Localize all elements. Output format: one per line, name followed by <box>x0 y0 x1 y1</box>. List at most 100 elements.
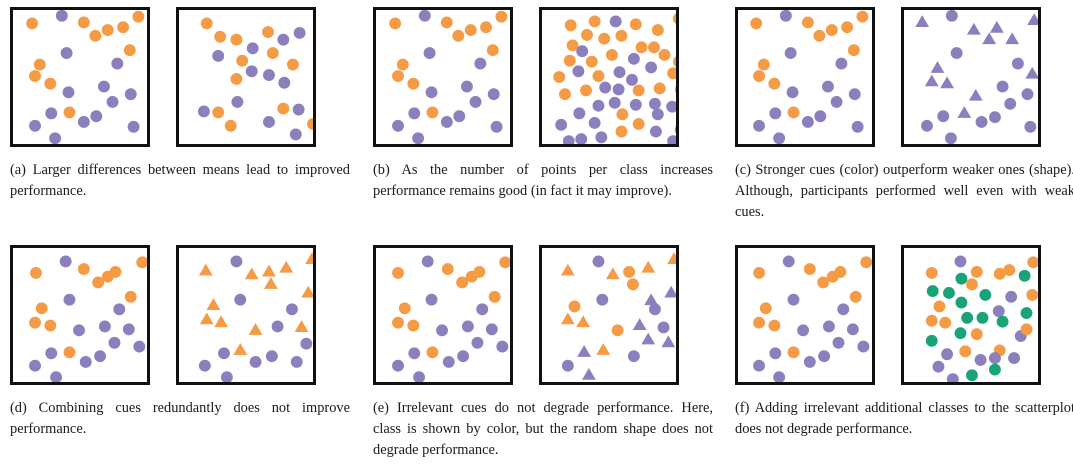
purple-circle-point <box>277 33 290 46</box>
scatterplot-panel-e-left <box>373 245 513 385</box>
orange-circle-point <box>1026 288 1038 301</box>
orange-triangle-point <box>279 260 294 273</box>
orange-circle-point <box>398 302 411 315</box>
orange-circle-point <box>407 319 420 332</box>
purple-circle-point <box>787 293 800 306</box>
orange-circle-point <box>44 319 57 332</box>
purple-circle-point <box>127 120 140 133</box>
orange-circle-point <box>124 290 137 303</box>
orange-circle-point <box>456 276 469 289</box>
orange-circle-point <box>648 41 660 54</box>
purple-circle-point <box>851 120 864 133</box>
purple-circle-point <box>946 373 959 382</box>
purple-circle-point <box>609 15 622 28</box>
orange-circle-point <box>396 58 409 71</box>
purple-circle-point <box>667 135 676 144</box>
purple-circle-point <box>797 324 810 337</box>
purple-circle-point <box>608 96 621 109</box>
orange-circle-point <box>286 58 299 71</box>
purple-circle-point <box>278 76 291 89</box>
scatterplot-panel-e-right <box>539 245 679 385</box>
caption-d: (d) Combining cues redundantly does not … <box>10 400 350 437</box>
orange-triangle-point <box>560 312 575 325</box>
green-circle-point <box>1018 269 1031 282</box>
purple-triangle-point <box>1025 66 1038 79</box>
purple-circle-point <box>436 324 448 337</box>
orange-circle-point <box>117 21 130 34</box>
orange-triangle-point <box>301 285 313 298</box>
green-circle-point <box>955 296 968 309</box>
orange-circle-point <box>925 266 938 279</box>
orange-circle-point <box>813 29 826 42</box>
purple-circle-point <box>784 47 797 60</box>
orange-circle-point <box>92 276 105 289</box>
orange-circle-point <box>847 44 860 57</box>
purple-circle-point <box>45 107 58 120</box>
purple-triangle-point <box>966 22 981 35</box>
orange-circle-point <box>658 49 671 61</box>
purple-triangle-point <box>581 368 596 380</box>
purple-circle-point <box>220 371 233 382</box>
purple-circle-point <box>440 116 453 128</box>
purple-triangle-point <box>664 285 676 298</box>
purple-circle-point <box>49 132 62 144</box>
purple-circle-point <box>629 98 642 111</box>
purple-circle-point <box>412 132 425 144</box>
purple-circle-point <box>753 119 765 132</box>
green-circle-point <box>961 311 974 324</box>
orange-circle-point <box>63 346 76 359</box>
purple-circle-point <box>769 107 782 120</box>
caption-b: (b) As the number of points per class in… <box>373 162 713 199</box>
caption-f: (f) Adding irrelevant additional classes… <box>735 400 1073 437</box>
orange-circle-point <box>629 18 642 31</box>
purple-circle-point <box>822 80 834 93</box>
orange-circle-point <box>925 314 938 327</box>
purple-circle-point <box>29 359 41 372</box>
purple-circle-point <box>197 105 210 118</box>
orange-circle-point <box>200 17 213 30</box>
orange-circle-point <box>1027 256 1038 269</box>
orange-circle-point <box>768 77 781 90</box>
caption-e: (e) Irrelevant cues do not degrade perfo… <box>373 400 713 458</box>
purple-circle-point <box>124 88 137 101</box>
purple-circle-point <box>944 132 957 144</box>
orange-circle-point <box>841 21 854 34</box>
caption-a: (a) Larger differences between means lea… <box>10 162 350 199</box>
purple-circle-point <box>562 135 575 144</box>
orange-circle-point <box>109 265 122 278</box>
purple-circle-point <box>425 86 438 99</box>
purple-circle-point <box>612 83 625 96</box>
purple-circle-point <box>950 47 963 60</box>
purple-circle-point <box>996 80 1009 93</box>
purple-circle-point <box>588 117 601 129</box>
purple-circle-point <box>79 355 92 368</box>
purple-circle-point <box>457 350 470 363</box>
purple-triangle-point <box>930 61 945 73</box>
orange-circle-point <box>77 263 90 275</box>
orange-circle-point <box>585 55 598 68</box>
purple-circle-point <box>596 293 609 306</box>
purple-circle-point <box>474 57 487 70</box>
purple-circle-point <box>649 97 661 110</box>
purple-circle-point <box>469 95 482 108</box>
purple-circle-point <box>453 110 466 123</box>
orange-circle-point <box>307 117 313 130</box>
purple-triangle-point <box>661 335 676 348</box>
orange-circle-point <box>632 84 645 97</box>
purple-circle-point <box>1024 120 1037 133</box>
caption-c: (c) Stronger cues (color) outperform wea… <box>735 162 1073 220</box>
purple-triangle-point <box>915 15 930 27</box>
orange-circle-point <box>499 256 510 269</box>
green-circle-point <box>988 363 1001 376</box>
orange-circle-point <box>473 265 486 278</box>
purple-circle-point <box>753 359 765 372</box>
orange-circle-point <box>101 24 114 37</box>
purple-circle-point <box>649 303 661 316</box>
green-circle-point <box>1020 307 1033 320</box>
purple-triangle-point <box>957 106 972 118</box>
purple-circle-point <box>932 360 945 373</box>
purple-circle-point <box>487 88 500 101</box>
purple-triangle-point <box>924 74 939 87</box>
orange-circle-point <box>1020 323 1033 336</box>
orange-circle-point <box>44 77 57 90</box>
